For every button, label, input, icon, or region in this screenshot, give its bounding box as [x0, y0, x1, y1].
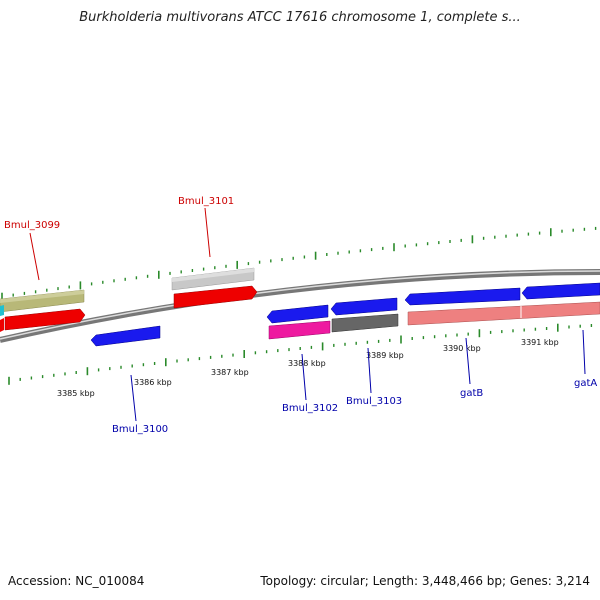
- forward-strand-genes: [0, 267, 258, 332]
- forward-tick-row: [1, 226, 597, 301]
- tick-label-3391: 3391 kbp: [521, 338, 559, 347]
- tick-label-3389: 3389 kbp: [366, 351, 404, 360]
- accession-text: Accession: NC_010084: [8, 574, 145, 588]
- leader-lines: [29, 207, 586, 422]
- gene-labels: Bmul_3099 Bmul_3101 Bmul_3100 Bmul_3102 …: [4, 196, 597, 435]
- gene-arrow-blue-3[interactable]: [404, 287, 521, 306]
- tick-label-3390: 3390 kbp: [443, 344, 481, 353]
- gene-label-bmul-3101[interactable]: Bmul_3101: [178, 196, 234, 207]
- tick-label-3385: 3385 kbp: [57, 389, 95, 398]
- gene-label-bmul-3103[interactable]: Bmul_3103: [346, 396, 402, 407]
- gene-label-bmul-3100[interactable]: Bmul_3100: [112, 424, 168, 435]
- gene-label-gata[interactable]: gatA: [574, 378, 597, 389]
- gene-arrow-red-1[interactable]: [4, 308, 86, 331]
- gene-arrow-blue-2[interactable]: [330, 297, 398, 316]
- gene-arrow-red-2[interactable]: [173, 285, 258, 309]
- gene-fragment-cyan: [0, 305, 4, 316]
- gene-arrow-gatb[interactable]: [407, 301, 600, 326]
- gene-arrow-bmul-3100[interactable]: [90, 325, 161, 347]
- tick-label-3388: 3388 kbp: [288, 359, 326, 368]
- reverse-tick-row: [8, 323, 593, 385]
- chromosome-backbone: [0, 269, 600, 343]
- gene-arrow-bmul-3102[interactable]: [268, 320, 331, 340]
- gene-arrow-gata[interactable]: [521, 282, 600, 300]
- reverse-strand-genes: [90, 282, 600, 347]
- gene-label-bmul-3099[interactable]: Bmul_3099: [4, 220, 60, 231]
- gene-arrow-bmul-3103[interactable]: [331, 313, 399, 333]
- gene-label-gatb[interactable]: gatB: [460, 388, 483, 399]
- map-title: Burkholderia multivorans ATCC 17616 chro…: [79, 10, 521, 25]
- gene-label-bmul-3102[interactable]: Bmul_3102: [282, 403, 338, 414]
- genome-summary-text: Topology: circular; Length: 3,448,466 bp…: [260, 574, 590, 588]
- gene-arrow-blue-1[interactable]: [266, 304, 329, 324]
- tick-label-3386: 3386 kbp: [134, 378, 172, 387]
- tick-label-3387: 3387 kbp: [211, 368, 249, 377]
- tick-labels: 3385 kbp 3386 kbp 3387 kbp 3388 kbp 3389…: [57, 338, 559, 398]
